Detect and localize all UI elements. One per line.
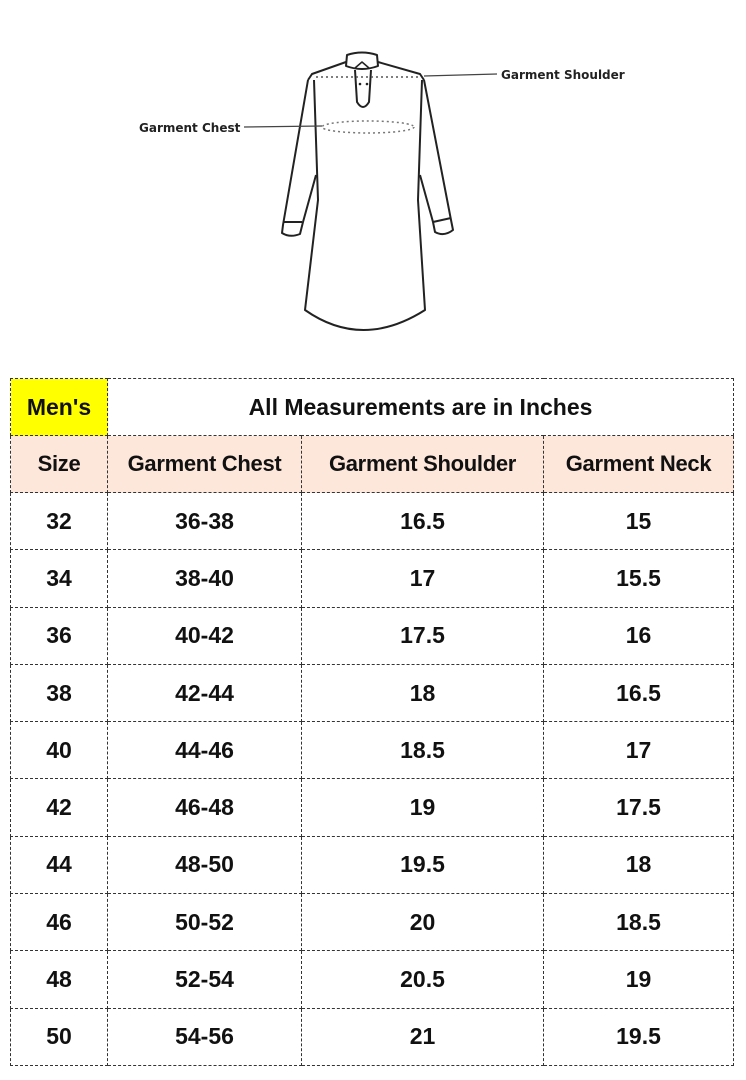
label-garment-chest: Garment Chest — [139, 121, 241, 135]
cell-shoulder: 19 — [301, 778, 544, 837]
cell-chest: 40-42 — [107, 606, 302, 665]
table-row: 48 52-54 20.5 19 — [10, 950, 734, 1009]
cell-size: 44 — [10, 835, 108, 895]
cell-chest: 52-54 — [107, 950, 302, 1009]
column-header-row: Size Garment Chest Garment Shoulder Garm… — [10, 435, 734, 493]
cell-chest: 42-44 — [107, 663, 302, 723]
table-row: 36 40-42 17.5 16 — [10, 606, 734, 665]
cell-neck: 19.5 — [543, 1007, 734, 1066]
cell-neck: 16 — [543, 606, 734, 665]
cell-chest: 46-48 — [107, 778, 302, 837]
cell-size: 32 — [10, 491, 108, 551]
column-header-shoulder: Garment Shoulder — [301, 435, 544, 493]
cell-neck: 17 — [543, 721, 734, 780]
cell-shoulder: 21 — [301, 1007, 544, 1066]
cell-shoulder: 17.5 — [301, 606, 544, 665]
cell-chest: 50-52 — [107, 893, 302, 952]
table-title-row: Men's All Measurements are in Inches — [10, 378, 734, 436]
cell-neck: 16.5 — [543, 663, 734, 723]
cell-size: 34 — [10, 549, 108, 608]
cell-shoulder: 17 — [301, 549, 544, 608]
cell-chest: 36-38 — [107, 491, 302, 551]
cell-size: 36 — [10, 606, 108, 665]
column-header-chest: Garment Chest — [107, 435, 302, 493]
kurta-illustration: Garment Chest Garment Shoulder — [139, 51, 625, 331]
cell-chest: 44-46 — [107, 721, 302, 780]
cell-size: 48 — [10, 950, 108, 1009]
table-title: All Measurements are in Inches — [107, 378, 734, 436]
cell-neck: 18 — [543, 835, 734, 895]
cell-size: 46 — [10, 893, 108, 952]
table-row: 50 54-56 21 19.5 — [10, 1007, 734, 1066]
cell-shoulder: 18 — [301, 663, 544, 723]
table-row: 40 44-46 18.5 17 — [10, 721, 734, 780]
cell-shoulder: 16.5 — [301, 491, 544, 551]
mens-badge: Men's — [10, 378, 108, 436]
kurta-outline-icon — [281, 51, 454, 331]
cell-chest: 54-56 — [107, 1007, 302, 1066]
size-chart-table: Men's All Measurements are in Inches Siz… — [10, 378, 734, 1066]
cell-shoulder: 18.5 — [301, 721, 544, 780]
cell-neck: 18.5 — [543, 893, 734, 952]
table-row: 44 48-50 19.5 18 — [10, 835, 734, 895]
cell-chest: 38-40 — [107, 549, 302, 608]
cell-size: 40 — [10, 721, 108, 780]
cell-shoulder: 20.5 — [301, 950, 544, 1009]
cell-size: 38 — [10, 663, 108, 723]
table-row: 42 46-48 19 17.5 — [10, 778, 734, 837]
column-header-neck: Garment Neck — [543, 435, 734, 493]
cell-shoulder: 20 — [301, 893, 544, 952]
column-header-size: Size — [10, 435, 108, 493]
table-row: 32 36-38 16.5 15 — [10, 491, 734, 551]
table-row: 38 42-44 18 16.5 — [10, 663, 734, 723]
cell-neck: 19 — [543, 950, 734, 1009]
cell-size: 42 — [10, 778, 108, 837]
cell-neck: 17.5 — [543, 778, 734, 837]
cell-shoulder: 19.5 — [301, 835, 544, 895]
table-row: 46 50-52 20 18.5 — [10, 893, 734, 952]
table-row: 34 38-40 17 15.5 — [10, 549, 734, 608]
cell-neck: 15 — [543, 491, 734, 551]
cell-chest: 48-50 — [107, 835, 302, 895]
cell-size: 50 — [10, 1007, 108, 1066]
label-garment-shoulder: Garment Shoulder — [501, 68, 625, 82]
cell-neck: 15.5 — [543, 549, 734, 608]
